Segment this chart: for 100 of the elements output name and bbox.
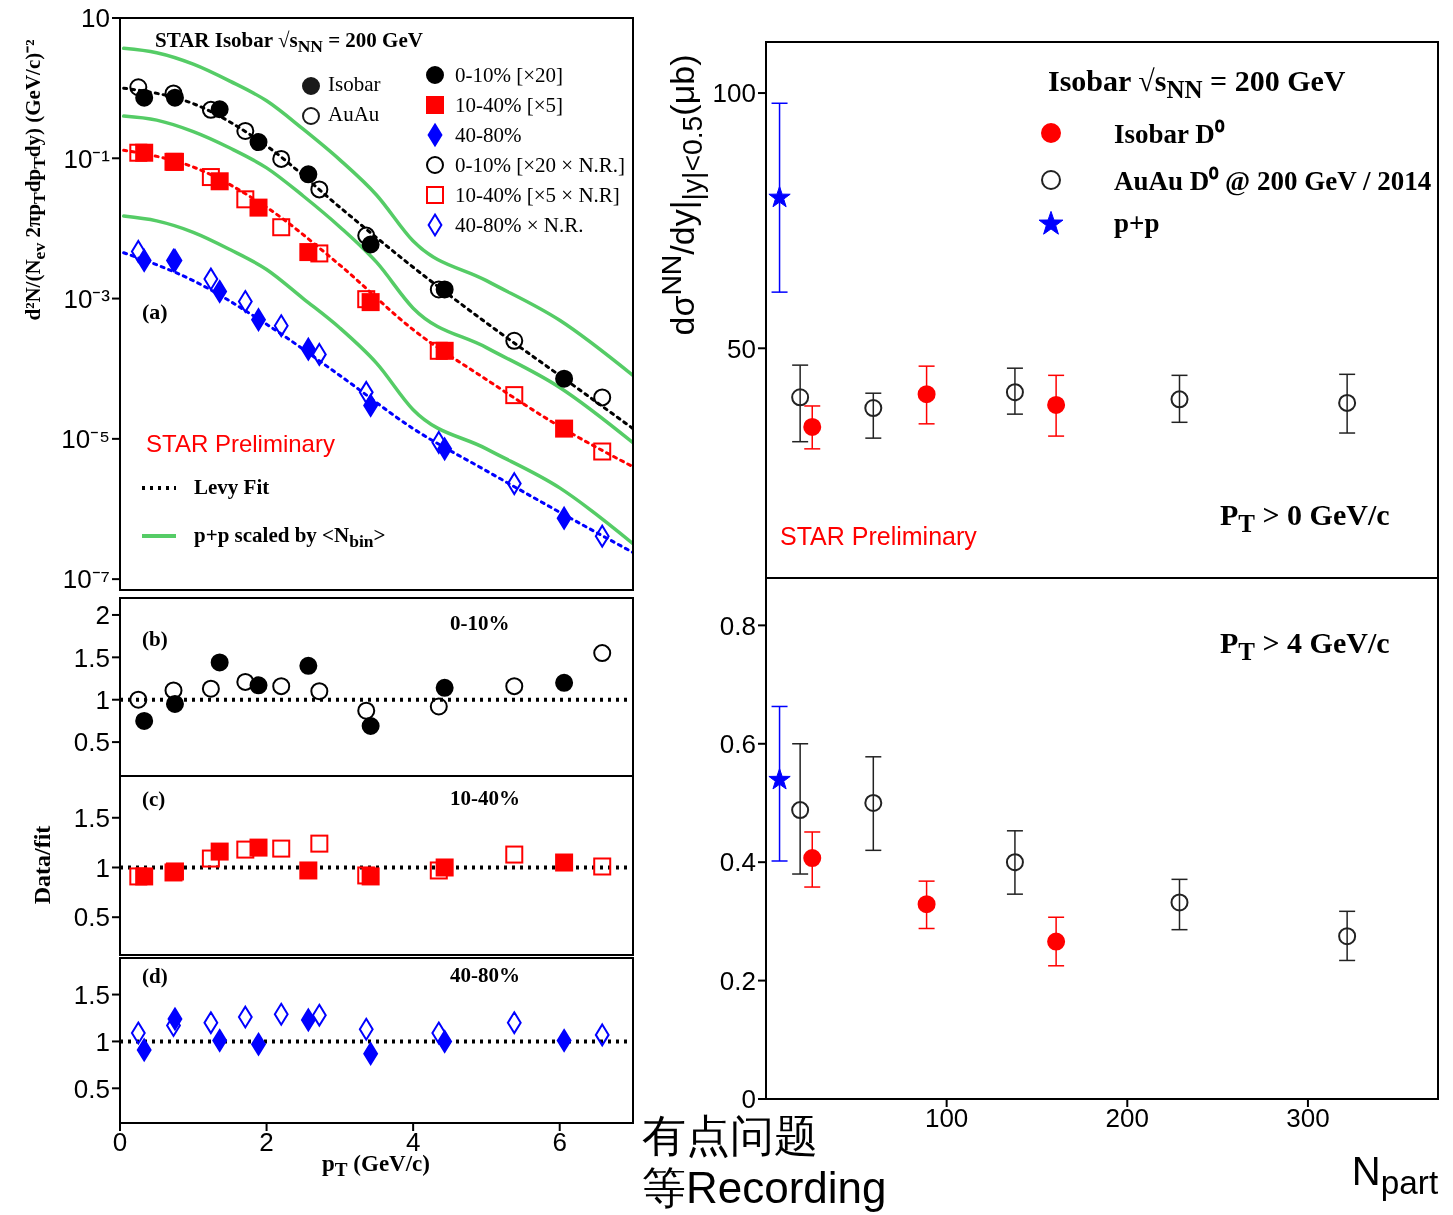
point: [768, 768, 791, 790]
y-tick-label: 10⁻⁵: [61, 424, 110, 455]
point: [129, 690, 148, 709]
annotation: 40-80%: [450, 963, 520, 988]
point: [593, 857, 612, 876]
point: [361, 716, 380, 735]
y-tick-label: 100: [712, 78, 756, 109]
legend-label: 10-40% [×5 × N.R]: [455, 182, 620, 208]
point: [310, 180, 329, 199]
point: [249, 198, 268, 217]
y-tick-label: 10⁻⁷: [62, 564, 110, 595]
legend-label: 40-80% × N.R.: [455, 212, 584, 238]
point: [1338, 927, 1357, 946]
annotation: P$_{T}$ > 4 GeV/c: [1220, 626, 1390, 666]
legend-label: 40-80%: [455, 122, 522, 148]
text: Isobar √s$_{NN}$ = 200 GeV: [1048, 64, 1346, 104]
point: [129, 867, 148, 886]
annotation: (a): [142, 299, 168, 325]
legend-label: 10-40% [×5]: [455, 92, 564, 118]
point: [357, 290, 376, 309]
point: [505, 677, 524, 696]
x-tick-label: 6: [552, 1127, 567, 1158]
annotation: AuAu: [328, 102, 380, 127]
y-tick-label: 1: [95, 1026, 110, 1057]
point: [201, 168, 220, 187]
point: [505, 845, 524, 864]
point: [555, 369, 574, 388]
point: [236, 672, 255, 691]
point: [864, 399, 883, 418]
y-tick-label: 1: [95, 852, 110, 883]
y-tick-label: 0.4: [719, 847, 756, 878]
text: STAR Isobar √s$_{NN}$ = 200 GeV: [155, 28, 423, 58]
point: [249, 133, 268, 152]
point: [201, 849, 220, 868]
point: [272, 677, 291, 696]
point: [135, 711, 154, 730]
annotation: Isobar: [328, 72, 381, 97]
point: [555, 853, 574, 872]
annotation: STAR Preliminary: [780, 522, 977, 551]
legend-label: 0-10% [×20 × N.R.]: [455, 152, 626, 178]
point: [164, 681, 183, 700]
y-tick-label: 1.5: [73, 979, 110, 1010]
annotation: STAR Preliminary: [146, 430, 335, 458]
point: [768, 186, 791, 208]
point: [917, 385, 936, 404]
point: [299, 861, 318, 880]
legend-label: AuAu D⁰ @ 200 GeV / 2014: [1114, 165, 1432, 198]
point: [593, 442, 612, 461]
y-tick-label: 2: [95, 600, 110, 631]
y-tick-label: 0.2: [719, 965, 756, 996]
point: [357, 701, 376, 720]
point: [429, 341, 448, 360]
y-tick-label: 0.5: [73, 727, 110, 758]
point: [1170, 893, 1189, 912]
x-tick-label: 300: [1286, 1103, 1330, 1134]
y-tick-label: 10⁻³: [63, 283, 111, 314]
point: [435, 678, 454, 697]
point: [272, 149, 291, 168]
y-tick-label: 1: [95, 684, 110, 715]
y-tick-label: 0.8: [719, 610, 756, 641]
point: [129, 78, 148, 97]
point: [165, 694, 184, 713]
annotation: p+p scaled by <N$_{bin}$>: [194, 523, 386, 552]
point: [1047, 395, 1066, 414]
point: [803, 849, 822, 868]
text: 等Recording: [642, 1163, 887, 1212]
point: [1005, 853, 1024, 872]
point: [129, 143, 148, 162]
y-tick-label: 50: [727, 333, 756, 364]
point: [310, 682, 329, 701]
y-axis-title: Data/fit: [28, 825, 56, 905]
annotation: 10-40%: [450, 786, 520, 811]
annotation: P$_{T}$ > 0 GeV/c: [1220, 498, 1390, 538]
line-series: [122, 148, 633, 469]
point: [299, 165, 318, 184]
annotation: (c): [142, 787, 166, 812]
point: [803, 417, 822, 436]
point: [429, 861, 448, 880]
point: [1005, 383, 1024, 402]
y-tick-label: 10⁻¹: [63, 143, 111, 174]
annotation: (b): [142, 627, 168, 652]
point: [917, 895, 936, 914]
point: [310, 834, 329, 853]
y-tick-label: 1.5: [73, 642, 110, 673]
point: [791, 801, 810, 820]
point: [357, 866, 376, 885]
point: [505, 331, 524, 350]
legend-label: Isobar D⁰: [1114, 118, 1224, 151]
y-tick-label: 10: [81, 3, 110, 34]
x-tick-label: 100: [924, 1103, 969, 1134]
point: [429, 697, 448, 716]
y-tick-label: 0.6: [719, 729, 756, 759]
x-axis-title: N$_{part}$: [1351, 1148, 1439, 1202]
point: [1047, 932, 1066, 951]
point: [272, 218, 291, 237]
point: [1338, 393, 1357, 412]
point: [210, 653, 229, 672]
legend-label: p+p: [1114, 208, 1160, 239]
point: [249, 676, 268, 695]
point: [236, 121, 255, 140]
